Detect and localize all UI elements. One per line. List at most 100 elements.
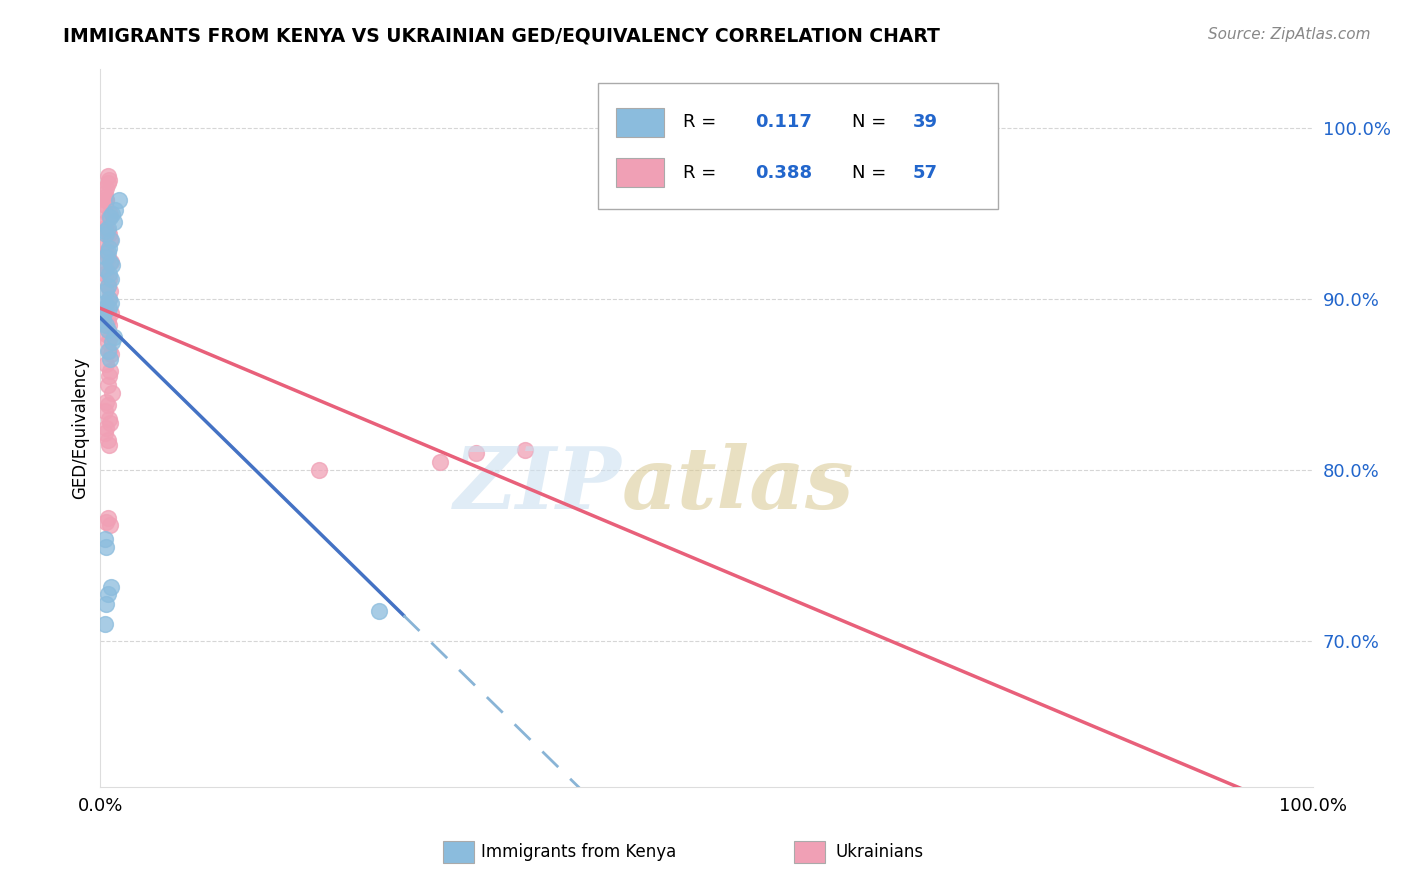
Bar (616, 108, 665, 136)
Point (101, 207, 124, 221)
Point (97, 369, 120, 384)
Point (96, 597, 118, 611)
Point (94, 532, 117, 546)
Text: 0.388: 0.388 (755, 163, 813, 182)
Point (96, 541, 118, 555)
Point (98, 207, 121, 221)
Point (94, 267, 117, 281)
Point (308, 463, 330, 477)
Point (97, 250, 120, 264)
Point (98, 518, 121, 533)
Point (93, 203, 115, 218)
Text: 39: 39 (912, 113, 938, 131)
Point (98, 211, 121, 225)
Point (103, 215, 125, 229)
Point (98, 330, 121, 344)
Text: R =: R = (682, 163, 721, 182)
Point (97, 511, 120, 525)
Text: Immigrants from Kenya: Immigrants from Kenya (481, 843, 676, 861)
Point (97, 176, 120, 190)
Bar (616, 158, 665, 187)
Point (100, 306, 122, 320)
Point (97, 378, 120, 392)
Point (94, 186, 117, 201)
Text: IMMIGRANTS FROM KENYA VS UKRAINIAN GED/EQUIVALENCY CORRELATION CHART: IMMIGRANTS FROM KENYA VS UKRAINIAN GED/E… (63, 27, 941, 45)
Text: 0.117: 0.117 (755, 113, 813, 131)
Point (96, 358, 118, 372)
Point (513, 442, 536, 457)
Point (97, 267, 120, 281)
Point (96, 193, 118, 207)
Point (429, 455, 451, 469)
Point (94, 220, 117, 235)
Point (94, 224, 117, 238)
Point (94, 237, 117, 252)
Point (97, 323, 120, 337)
Point (97, 343, 120, 358)
Point (96, 227, 118, 242)
Point (97, 211, 120, 225)
Point (97, 220, 120, 235)
Point (97, 227, 120, 242)
Point (98, 233, 121, 247)
Point (98, 364, 121, 378)
Point (96, 284, 118, 298)
Point (107, 193, 129, 207)
Point (100, 233, 122, 247)
Point (97, 343, 120, 358)
Point (103, 330, 125, 344)
Point (96, 250, 118, 264)
Point (97, 301, 120, 315)
Point (100, 347, 122, 361)
Point (101, 335, 124, 350)
Point (96, 301, 118, 315)
Point (96, 326, 118, 341)
Point (93, 306, 115, 320)
Text: R =: R = (682, 113, 721, 131)
Point (97, 399, 120, 413)
Point (94, 617, 117, 632)
Point (97, 224, 120, 238)
Point (97, 412, 120, 426)
Point (97, 318, 120, 332)
Point (98, 352, 121, 367)
Point (100, 580, 122, 594)
Point (97, 335, 120, 350)
Point (100, 272, 122, 286)
Point (97, 586, 120, 600)
Point (97, 241, 120, 255)
Point (96, 244, 118, 259)
Point (97, 272, 120, 286)
Point (91, 313, 114, 327)
Point (368, 604, 391, 618)
Point (97, 293, 120, 307)
Point (98, 284, 121, 298)
Point (100, 295, 122, 310)
Point (97, 244, 120, 259)
Point (94, 198, 117, 212)
Point (101, 386, 124, 401)
Point (94, 295, 117, 310)
Point (98, 254, 121, 268)
Point (96, 193, 118, 207)
Point (97, 313, 120, 327)
Point (94, 403, 117, 417)
Point (98, 416, 121, 430)
Point (96, 215, 118, 229)
Point (94, 261, 117, 276)
Point (96, 515, 118, 529)
Point (465, 446, 488, 460)
Point (94, 425, 117, 440)
Point (97, 438, 120, 452)
Point (94, 190, 117, 204)
Point (100, 254, 122, 268)
Text: atlas: atlas (621, 443, 855, 527)
Point (96, 181, 118, 195)
Text: N =: N = (852, 113, 893, 131)
Text: 57: 57 (912, 163, 938, 182)
FancyBboxPatch shape (598, 83, 998, 209)
Point (97, 278, 120, 293)
Point (101, 258, 124, 272)
Point (96, 261, 118, 276)
Text: Ukrainians: Ukrainians (835, 843, 924, 861)
